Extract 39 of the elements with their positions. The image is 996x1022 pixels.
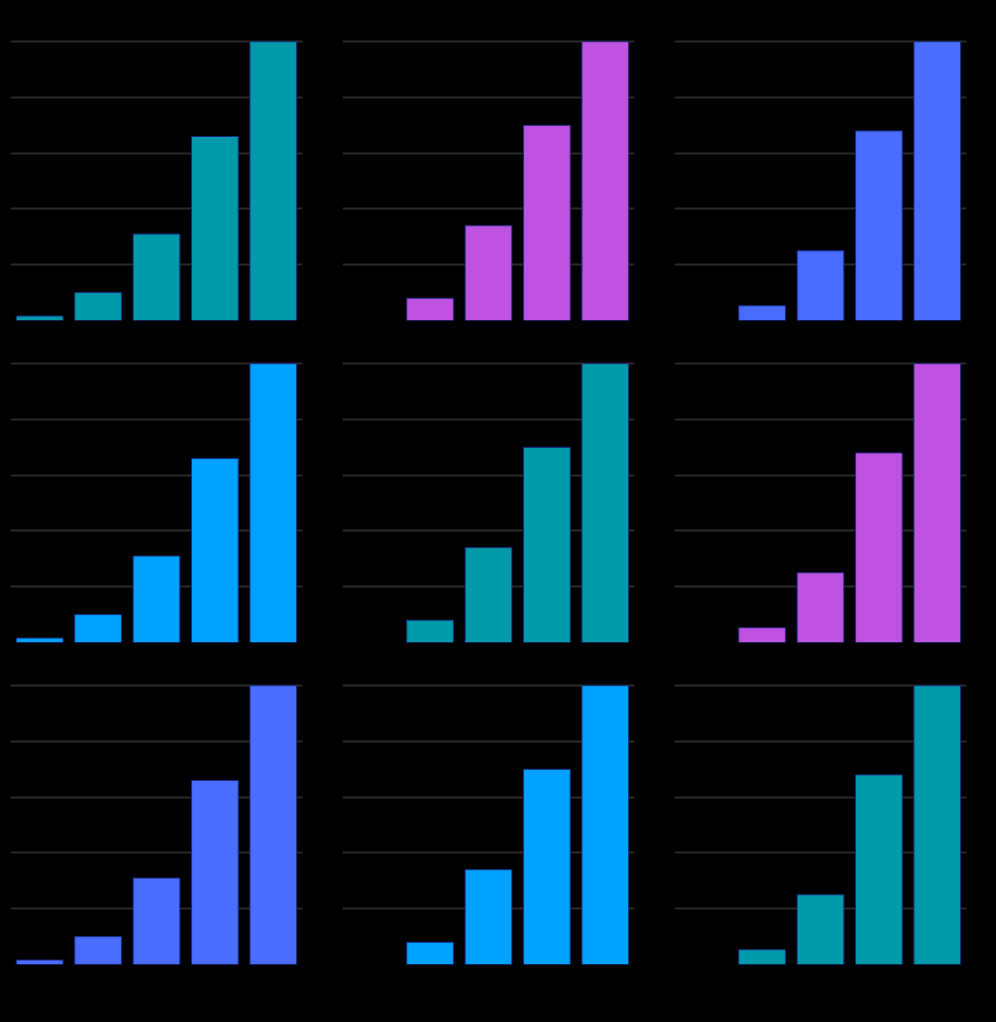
bar (855, 774, 903, 965)
bar (406, 941, 454, 965)
bar (74, 292, 122, 321)
bar (464, 869, 513, 965)
bar (581, 41, 630, 321)
bar (738, 305, 786, 321)
bar (523, 446, 571, 643)
bar (913, 685, 962, 965)
bar (15, 959, 64, 965)
bar (523, 768, 571, 965)
bar (132, 555, 181, 643)
bar (249, 685, 298, 965)
bar (15, 315, 64, 321)
bar (796, 250, 845, 321)
bar (464, 547, 513, 643)
bar (132, 877, 181, 965)
bar (15, 637, 64, 643)
bar (581, 685, 630, 965)
bar (796, 572, 845, 643)
bar (406, 619, 454, 643)
bar (249, 363, 298, 643)
bar (796, 894, 845, 965)
bar (523, 124, 571, 321)
bar (581, 363, 630, 643)
bar (913, 41, 962, 321)
bar (855, 452, 903, 643)
bar (74, 614, 122, 643)
bar (855, 130, 903, 321)
bar (406, 297, 454, 321)
bar (191, 779, 239, 965)
bar (464, 225, 513, 321)
bar (191, 135, 239, 321)
bar (738, 949, 786, 965)
bar (249, 41, 298, 321)
bar (738, 627, 786, 643)
bar (191, 457, 239, 643)
bar (74, 936, 122, 965)
bar (913, 363, 962, 643)
bar (132, 233, 181, 321)
